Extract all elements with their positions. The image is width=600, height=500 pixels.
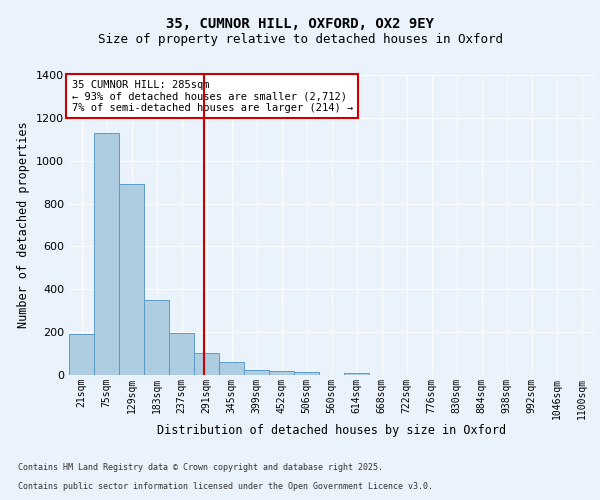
Bar (244, 370, 269, 375)
Bar (119, 184, 144, 375)
Bar (269, 370, 294, 375)
Bar (94, 133, 119, 375)
Text: Contains HM Land Registry data © Crown copyright and database right 2025.: Contains HM Land Registry data © Crown c… (18, 464, 383, 472)
Bar (294, 372, 319, 375)
Text: Contains public sector information licensed under the Open Government Licence v3: Contains public sector information licen… (18, 482, 433, 491)
Bar (169, 333, 194, 375)
X-axis label: Distribution of detached houses by size in Oxford: Distribution of detached houses by size … (157, 424, 506, 438)
Bar (344, 373, 369, 375)
Bar (144, 300, 169, 375)
Bar (69, 334, 94, 375)
Text: 35 CUMNOR HILL: 285sqm
← 93% of detached houses are smaller (2,712)
7% of semi-d: 35 CUMNOR HILL: 285sqm ← 93% of detached… (71, 80, 353, 112)
Text: Size of property relative to detached houses in Oxford: Size of property relative to detached ho… (97, 32, 503, 46)
Text: 35, CUMNOR HILL, OXFORD, OX2 9EY: 35, CUMNOR HILL, OXFORD, OX2 9EY (166, 18, 434, 32)
Bar (194, 353, 219, 375)
Bar (219, 362, 244, 375)
Y-axis label: Number of detached properties: Number of detached properties (17, 122, 31, 328)
